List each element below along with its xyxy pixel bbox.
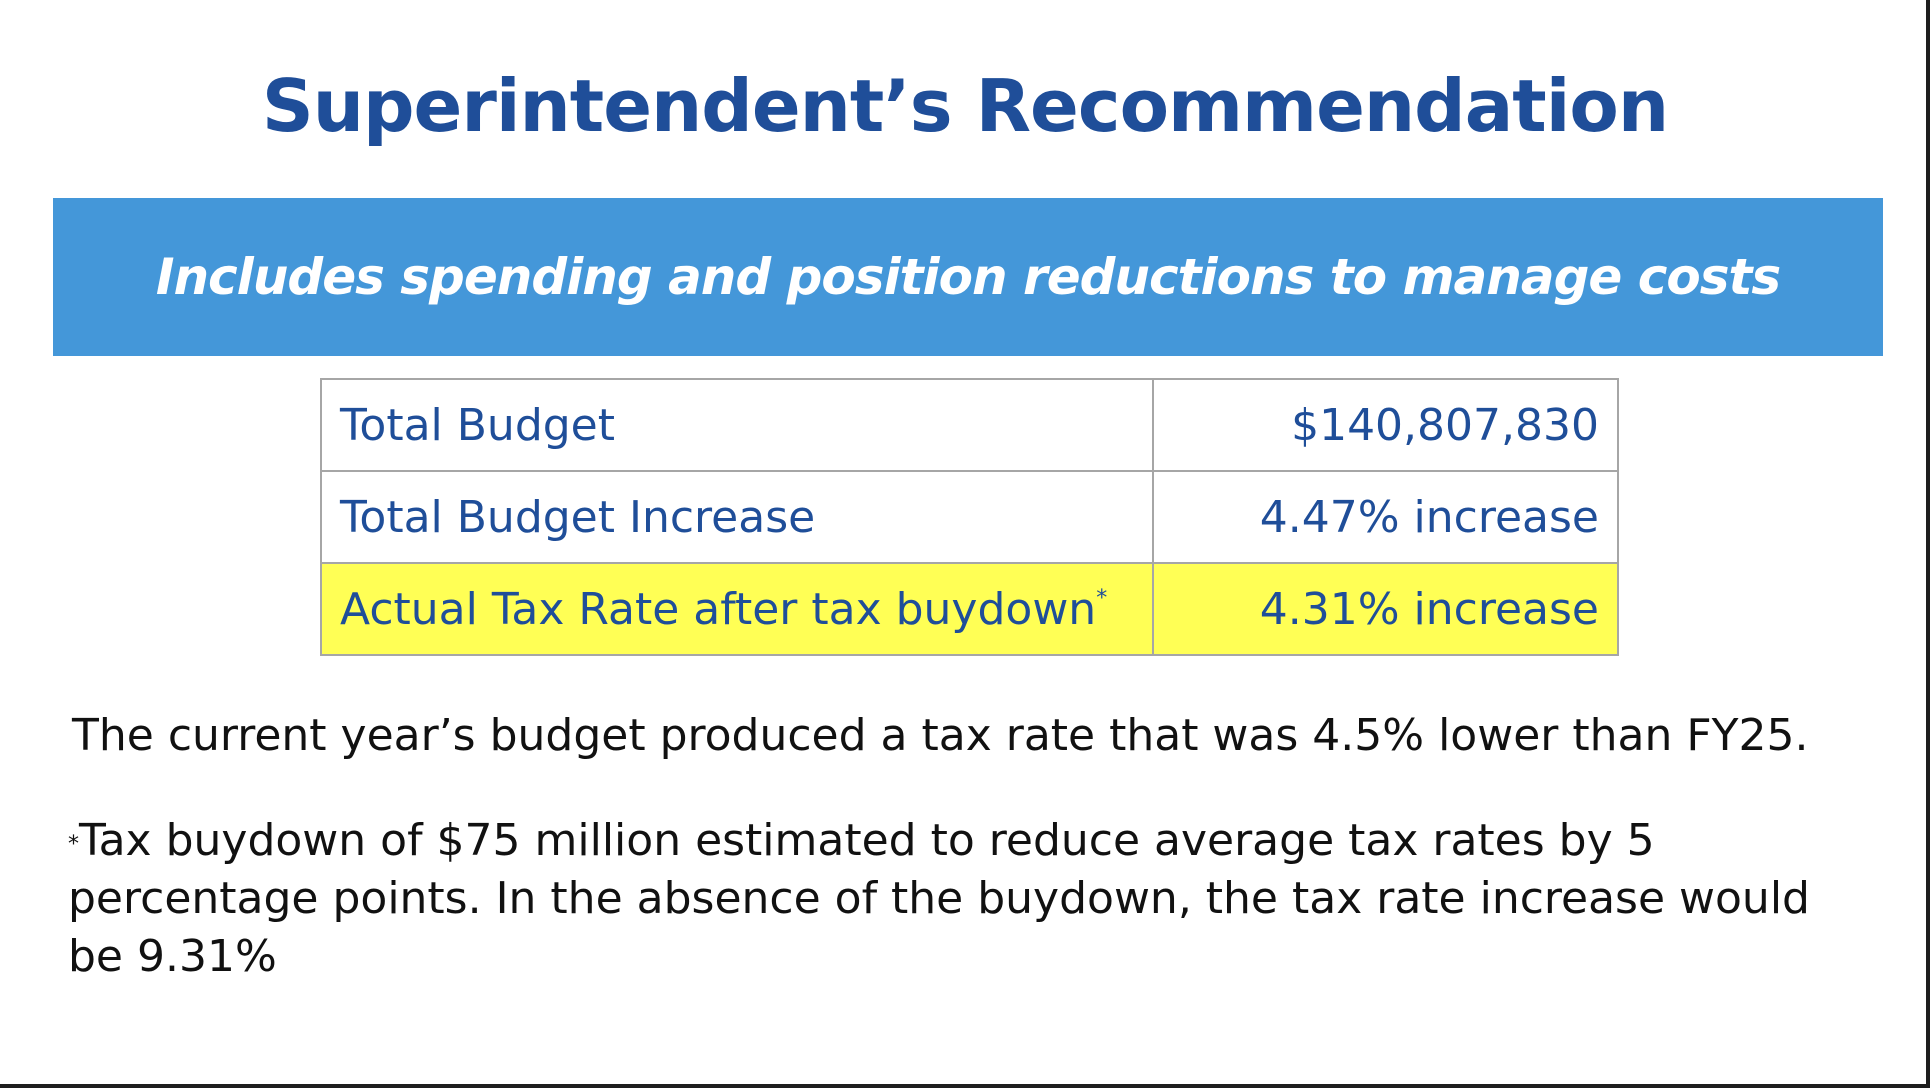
- tax-rate-note: The current year’s budget produced a tax…: [72, 710, 1809, 761]
- row-label: Total Budget Increase: [320, 470, 1154, 564]
- budget-table: Total Budget $140,807,830 Total Budget I…: [320, 378, 1619, 656]
- row-label: Total Budget: [320, 378, 1154, 472]
- footnote-marker: *: [1096, 585, 1108, 611]
- row-label-text: Total Budget: [340, 399, 615, 451]
- table-row-actual-tax-rate: Actual Tax Rate after tax buydown* 4.31%…: [320, 562, 1619, 656]
- row-label: Actual Tax Rate after tax buydown*: [320, 562, 1154, 656]
- subtitle-banner: Includes spending and position reduction…: [53, 198, 1883, 356]
- table-row-budget-increase: Total Budget Increase 4.47% increase: [320, 470, 1619, 564]
- row-label-text: Total Budget Increase: [340, 491, 816, 543]
- table-row-total-budget: Total Budget $140,807,830: [320, 378, 1619, 472]
- footnote-asterisk: *: [68, 832, 79, 857]
- row-label-text: Actual Tax Rate after tax buydown: [340, 583, 1097, 635]
- row-value: 4.47% increase: [1152, 470, 1619, 564]
- footnote-text: Tax buydown of $75 million estimated to …: [68, 815, 1810, 982]
- row-value: 4.31% increase: [1152, 562, 1619, 656]
- footnote: *Tax buydown of $75 million estimated to…: [68, 812, 1848, 986]
- slide-title: Superintendent’s Recommendation: [261, 64, 1669, 148]
- row-value: $140,807,830: [1152, 378, 1619, 472]
- banner-text: Includes spending and position reduction…: [155, 248, 1781, 306]
